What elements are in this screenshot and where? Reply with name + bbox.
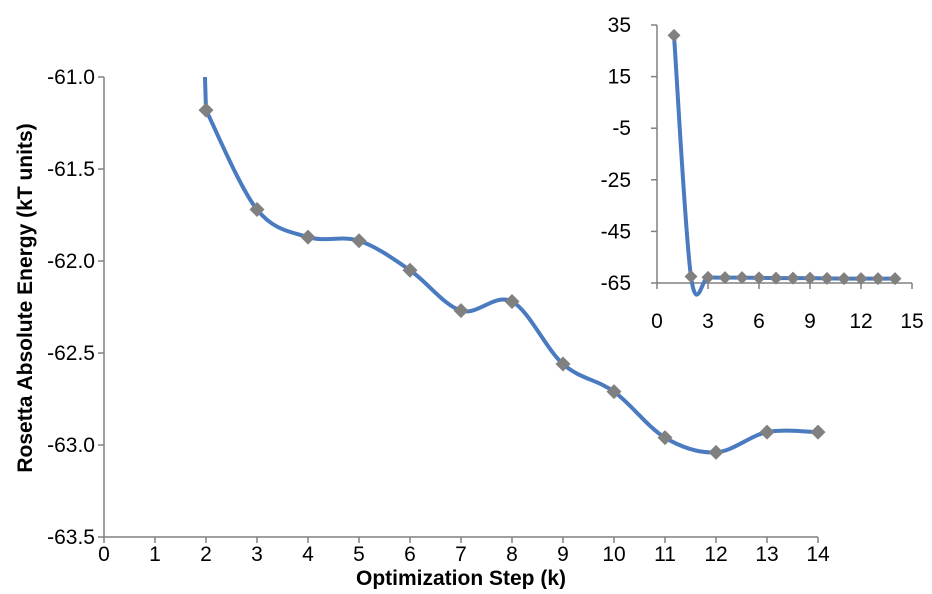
inset-data-point — [735, 271, 749, 285]
inset-x-tick-label: 0 — [651, 310, 663, 333]
inset-chart: 35 15 -5 -25 -45 -65 0 3 6 9 12 15 — [590, 8, 926, 338]
inset-background — [590, 8, 926, 338]
inset-data-point — [701, 270, 715, 284]
inset-data-point — [820, 271, 834, 285]
main-data-point — [708, 444, 724, 460]
main-y-tick-label: -62.0 — [47, 250, 95, 273]
main-y-tick-label: -62.5 — [47, 342, 95, 365]
inset-y-tick-label: -5 — [612, 117, 631, 140]
main-x-tick-label: 2 — [200, 543, 212, 566]
main-data-point — [249, 201, 265, 217]
inset-y-tick-label: -25 — [601, 169, 631, 192]
inset-data-point — [803, 271, 817, 285]
main-x-tick-label: 4 — [302, 543, 314, 566]
inset-data-point — [718, 271, 732, 285]
main-y-axis-title: Rosetta Absolute Energy (kT units) — [14, 123, 37, 472]
inset-x-tick-label: 9 — [804, 310, 816, 333]
main-y-tick-label: -63.5 — [47, 526, 95, 549]
main-data-point — [300, 229, 316, 245]
inset-data-point — [786, 271, 800, 285]
main-x-tick-label: 13 — [755, 543, 778, 566]
inset-x-tick-label: 15 — [900, 310, 923, 333]
main-x-tick-label: 12 — [704, 543, 727, 566]
main-y-tick-label: -61.5 — [47, 158, 95, 181]
main-data-point — [759, 424, 775, 440]
main-x-tick-label: 5 — [353, 543, 365, 566]
inset-y-tick-label: 35 — [608, 14, 631, 37]
main-x-tick-label: 0 — [98, 543, 110, 566]
main-x-tick-label: 6 — [404, 543, 416, 566]
main-y-tick-label: -61.0 — [47, 66, 95, 89]
inset-data-point — [752, 271, 766, 285]
inset-y-tick-label: -45 — [601, 220, 631, 243]
main-data-point — [657, 430, 673, 446]
main-x-tick-label: 3 — [251, 543, 263, 566]
inset-data-point — [769, 271, 783, 285]
main-x-tick-label: 1 — [149, 543, 161, 566]
inset-x-tick-label: 3 — [702, 310, 714, 333]
inset-data-point — [667, 28, 681, 42]
main-data-point — [555, 356, 571, 372]
main-x-tick-label: 11 — [654, 543, 676, 566]
main-x-tick-label: 10 — [602, 543, 625, 566]
main-y-tick-label: -63.0 — [47, 434, 95, 457]
inset-data-point — [854, 272, 868, 286]
main-data-point — [351, 233, 367, 249]
main-data-point — [453, 303, 469, 319]
inset-data-point — [871, 272, 885, 286]
main-data-point — [402, 262, 418, 278]
main-data-point — [606, 384, 622, 400]
main-data-point — [504, 293, 520, 309]
inset-x-tick-label: 6 — [753, 310, 765, 333]
main-chart: -61.0-61.5-62.0-62.5-63.0-63.50 1 2 3 4 5 6 7 8 9… — [14, 66, 830, 590]
inset-data-point — [837, 272, 851, 286]
inset-y-tick-label: 15 — [608, 66, 631, 89]
main-x-tick-label: 9 — [557, 543, 569, 566]
inset-x-tick-label: 12 — [849, 310, 872, 333]
inset-y-tick-label: -65 — [601, 272, 631, 295]
main-x-tick-label: 7 — [455, 543, 467, 566]
main-x-tick-label: 14 — [806, 543, 830, 566]
inset-data-point — [888, 272, 902, 286]
inset-data-point — [684, 270, 698, 284]
main-x-axis-title: Optimization Step (k) — [356, 567, 566, 589]
main-data-point — [810, 424, 826, 440]
main-x-tick-label: 8 — [506, 543, 518, 566]
main-data-point — [198, 102, 214, 118]
